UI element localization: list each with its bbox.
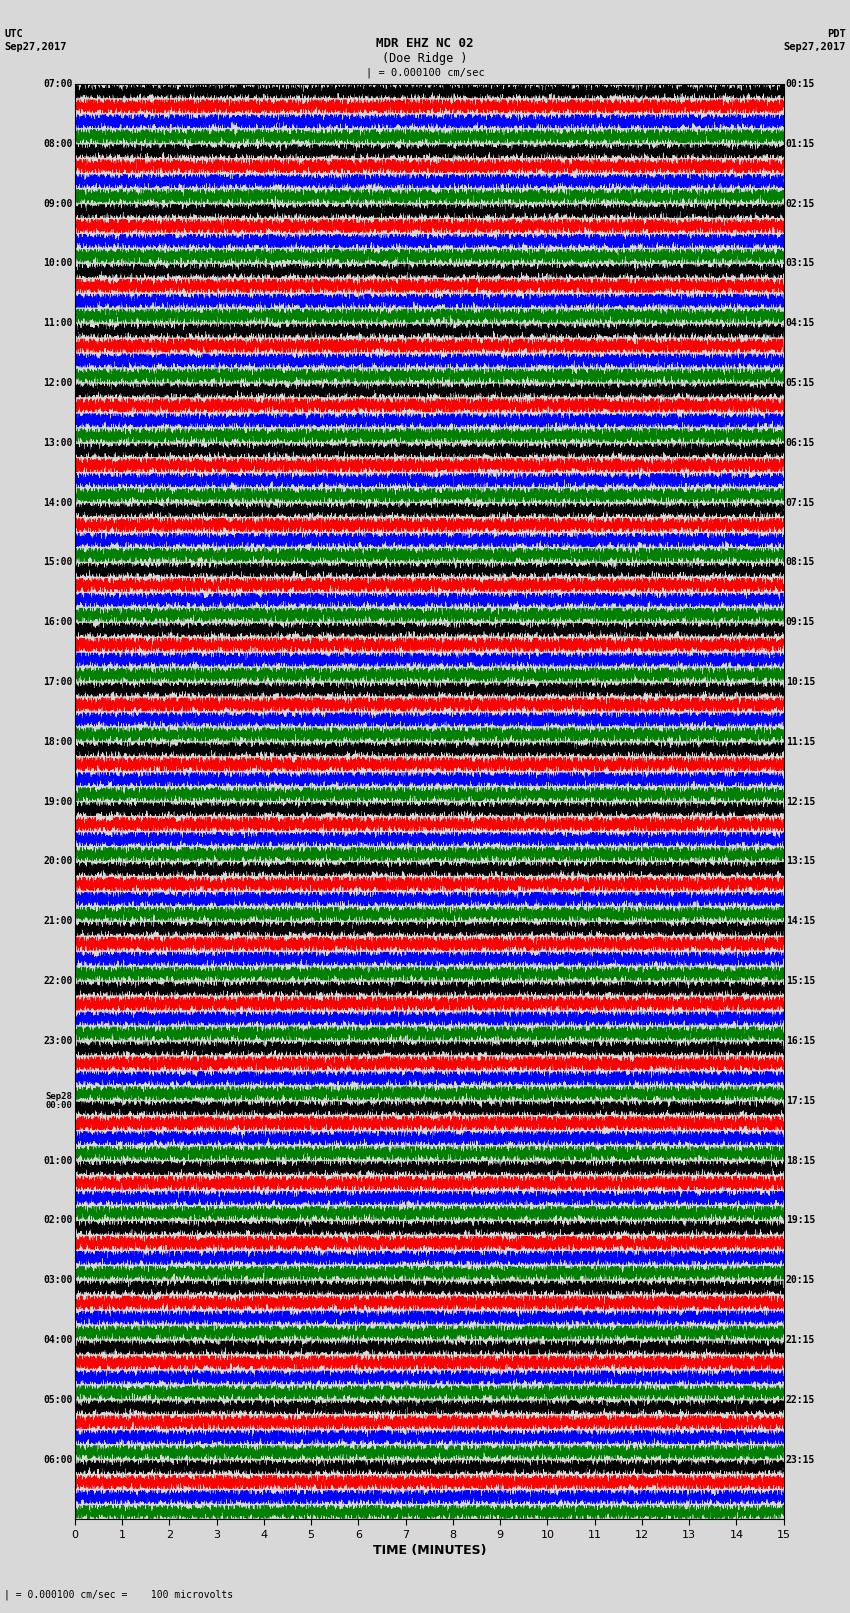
- Text: 10:15: 10:15: [785, 677, 815, 687]
- Text: MDR EHZ NC 02: MDR EHZ NC 02: [377, 37, 473, 50]
- Text: 23:00: 23:00: [43, 1036, 72, 1045]
- Text: 07:00: 07:00: [43, 79, 72, 89]
- Text: 01:15: 01:15: [785, 139, 815, 148]
- Text: 12:15: 12:15: [785, 797, 815, 806]
- Text: 04:00: 04:00: [43, 1336, 72, 1345]
- Text: 14:15: 14:15: [785, 916, 815, 926]
- Text: 13:15: 13:15: [785, 857, 815, 866]
- Text: 22:00: 22:00: [43, 976, 72, 986]
- Text: 03:15: 03:15: [785, 258, 815, 268]
- Text: 16:15: 16:15: [785, 1036, 815, 1045]
- Text: UTC: UTC: [4, 29, 23, 39]
- Text: 14:00: 14:00: [43, 497, 72, 508]
- Text: 21:00: 21:00: [43, 916, 72, 926]
- Text: 20:00: 20:00: [43, 857, 72, 866]
- Text: 15:00: 15:00: [43, 558, 72, 568]
- Text: | = 0.000100 cm/sec =    100 microvolts: | = 0.000100 cm/sec = 100 microvolts: [4, 1589, 234, 1600]
- Text: 19:00: 19:00: [43, 797, 72, 806]
- Text: 05:15: 05:15: [785, 377, 815, 389]
- Text: 18:15: 18:15: [785, 1155, 815, 1166]
- Text: 05:00: 05:00: [43, 1395, 72, 1405]
- Text: 15:15: 15:15: [785, 976, 815, 986]
- Text: 22:15: 22:15: [785, 1395, 815, 1405]
- Text: 09:15: 09:15: [785, 618, 815, 627]
- Text: 06:00: 06:00: [43, 1455, 72, 1465]
- Text: 20:15: 20:15: [785, 1276, 815, 1286]
- Text: 11:15: 11:15: [785, 737, 815, 747]
- Text: 08:15: 08:15: [785, 558, 815, 568]
- Text: PDT: PDT: [827, 29, 846, 39]
- Text: 23:15: 23:15: [785, 1455, 815, 1465]
- Text: 00:15: 00:15: [785, 79, 815, 89]
- Text: 09:00: 09:00: [43, 198, 72, 208]
- X-axis label: TIME (MINUTES): TIME (MINUTES): [372, 1544, 486, 1557]
- Text: 18:00: 18:00: [43, 737, 72, 747]
- Text: 10:00: 10:00: [43, 258, 72, 268]
- Text: 08:00: 08:00: [43, 139, 72, 148]
- Text: 07:15: 07:15: [785, 497, 815, 508]
- Text: 02:15: 02:15: [785, 198, 815, 208]
- Text: Sep27,2017: Sep27,2017: [783, 42, 846, 52]
- Text: (Doe Ridge ): (Doe Ridge ): [382, 52, 468, 65]
- Text: 03:00: 03:00: [43, 1276, 72, 1286]
- Text: 11:00: 11:00: [43, 318, 72, 327]
- Text: 04:15: 04:15: [785, 318, 815, 327]
- Text: 13:00: 13:00: [43, 437, 72, 448]
- Text: 00:00: 00:00: [46, 1100, 72, 1110]
- Text: Sep27,2017: Sep27,2017: [4, 42, 67, 52]
- Text: 17:00: 17:00: [43, 677, 72, 687]
- Text: 06:15: 06:15: [785, 437, 815, 448]
- Text: 21:15: 21:15: [785, 1336, 815, 1345]
- Text: 17:15: 17:15: [785, 1095, 815, 1107]
- Text: 12:00: 12:00: [43, 377, 72, 389]
- Text: 16:00: 16:00: [43, 618, 72, 627]
- Text: | = 0.000100 cm/sec: | = 0.000100 cm/sec: [366, 68, 484, 79]
- Text: Sep28: Sep28: [46, 1092, 72, 1100]
- Text: 01:00: 01:00: [43, 1155, 72, 1166]
- Text: 19:15: 19:15: [785, 1215, 815, 1226]
- Text: 02:00: 02:00: [43, 1215, 72, 1226]
